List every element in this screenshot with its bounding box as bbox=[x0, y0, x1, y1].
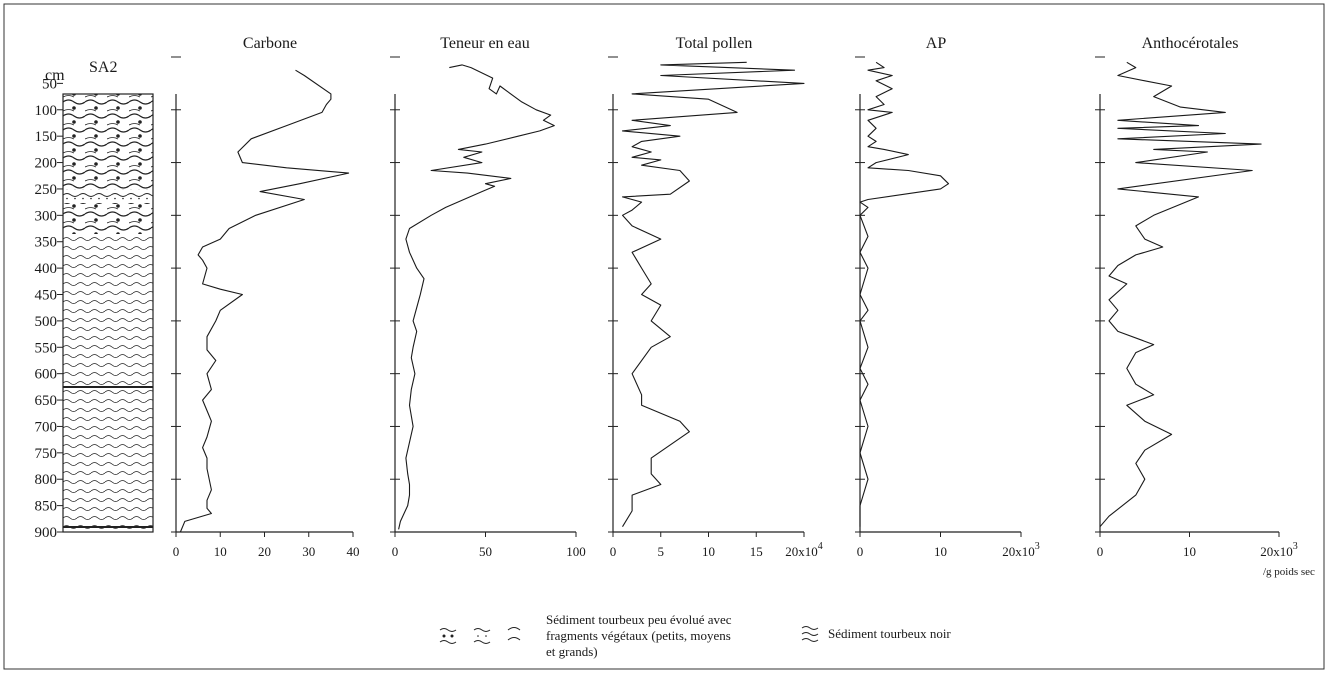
panel-title: Total pollen bbox=[676, 35, 753, 52]
depth-tick-label: 600 bbox=[35, 367, 58, 383]
x-tick-label: 0 bbox=[610, 544, 617, 559]
depth-tick-label: 350 bbox=[35, 235, 58, 251]
depth-tick-label: 750 bbox=[35, 446, 58, 462]
depth-tick-label: 250 bbox=[35, 182, 58, 198]
depth-tick-label: 550 bbox=[35, 340, 58, 356]
x-tick-exponent: 4 bbox=[818, 541, 823, 552]
depth-tick-label: 300 bbox=[35, 208, 58, 224]
depth-tick-label: 650 bbox=[35, 393, 58, 409]
x-tick-label: 20x103 bbox=[1260, 541, 1298, 559]
x-tick-label: 20x104 bbox=[785, 541, 823, 559]
x-tick-label: 15 bbox=[750, 544, 763, 559]
legend-symbol-coarse-icon bbox=[439, 628, 457, 644]
depth-tick-label: 850 bbox=[35, 499, 58, 515]
legend-symbol-black-icon bbox=[801, 626, 819, 642]
x-tick-label: 30 bbox=[302, 544, 315, 559]
series-line bbox=[179, 69, 350, 533]
x-tick-exponent: 3 bbox=[1293, 541, 1298, 552]
x-tick-label: 10 bbox=[1183, 544, 1196, 559]
depth-tick-label: 700 bbox=[35, 419, 58, 435]
x-tick-label: 20 bbox=[258, 544, 271, 559]
series-line bbox=[621, 61, 805, 527]
x-tick-label: 40 bbox=[347, 544, 360, 559]
depth-tick-label: 500 bbox=[35, 314, 58, 330]
panel-3: Total pollen 0 5 10 15 20x104 bbox=[608, 35, 823, 559]
depth-unit-label: cm bbox=[45, 67, 65, 84]
panel-title: Anthocérotales bbox=[1142, 35, 1239, 52]
depth-tick-label: 100 bbox=[35, 103, 58, 119]
legend-item1-line3: et grands) bbox=[546, 644, 598, 659]
x-unit-note: /g poids sec bbox=[1263, 566, 1315, 578]
legend: Sédiment tourbeux peu évolué avec fragme… bbox=[439, 612, 951, 659]
depth-tick-label: 800 bbox=[35, 472, 58, 488]
figure-frame bbox=[3, 3, 1325, 670]
x-tick-label: 100 bbox=[566, 544, 586, 559]
x-tick-label: 0 bbox=[1097, 544, 1104, 559]
x-tick-label: 5 bbox=[658, 544, 665, 559]
layer-coarse-fragments-2 bbox=[63, 204, 153, 234]
legend-symbol-fine-icon bbox=[473, 628, 491, 644]
x-tick-label: 0 bbox=[857, 544, 864, 559]
panel-title: Teneur en eau bbox=[440, 35, 530, 52]
series-line bbox=[398, 64, 555, 530]
depth-tick-label: 200 bbox=[35, 156, 58, 172]
x-tick-label: 50 bbox=[479, 544, 492, 559]
series-line bbox=[859, 61, 950, 527]
x-tick-exponent: 3 bbox=[1035, 541, 1040, 552]
depth-tick-label: 450 bbox=[35, 288, 58, 304]
panel-title: AP bbox=[926, 35, 947, 52]
depth-axis: 50 100 150 200 250 300 350 400 450 500 550 600 650 70… bbox=[35, 76, 63, 541]
series-line bbox=[1099, 61, 1262, 528]
x-tick-label: 10 bbox=[934, 544, 947, 559]
column-outline bbox=[62, 93, 154, 533]
depth-tick-label: 400 bbox=[35, 261, 58, 277]
x-tick-label: 10 bbox=[702, 544, 715, 559]
x-tick-label: 10 bbox=[214, 544, 227, 559]
panel-4: AP 0 10 20x103 bbox=[855, 35, 1040, 559]
panel-1: Carbone 0 10 20 30 40 bbox=[171, 35, 360, 559]
layer-fine-fragments bbox=[63, 189, 153, 204]
legend-symbol-large-icon bbox=[507, 627, 521, 641]
panel-2: Teneur en eau 0 50 100 bbox=[390, 35, 586, 559]
sediment-column bbox=[62, 93, 154, 533]
core-label: SA2 bbox=[89, 59, 117, 76]
depth-tick-label: 50 bbox=[42, 76, 57, 92]
legend-item1-line2: fragments végétaux (petits, moyens bbox=[546, 628, 731, 643]
x-tick-label: 0 bbox=[173, 544, 180, 559]
depth-tick-label: 900 bbox=[35, 525, 58, 541]
legend-item2: Sédiment tourbeux noir bbox=[828, 626, 951, 641]
panel-title: Carbone bbox=[243, 35, 297, 52]
depth-tick-label: 150 bbox=[35, 129, 58, 145]
layer-black-peat bbox=[63, 234, 153, 532]
layer-coarse-fragments bbox=[63, 94, 153, 189]
x-tick-label: 20x103 bbox=[1002, 541, 1040, 559]
panel-5: Anthocérotales 0 10 20x103 bbox=[1095, 35, 1298, 559]
legend-item1-line1: Sédiment tourbeux peu évolué avec bbox=[546, 612, 732, 627]
x-tick-label: 0 bbox=[392, 544, 399, 559]
